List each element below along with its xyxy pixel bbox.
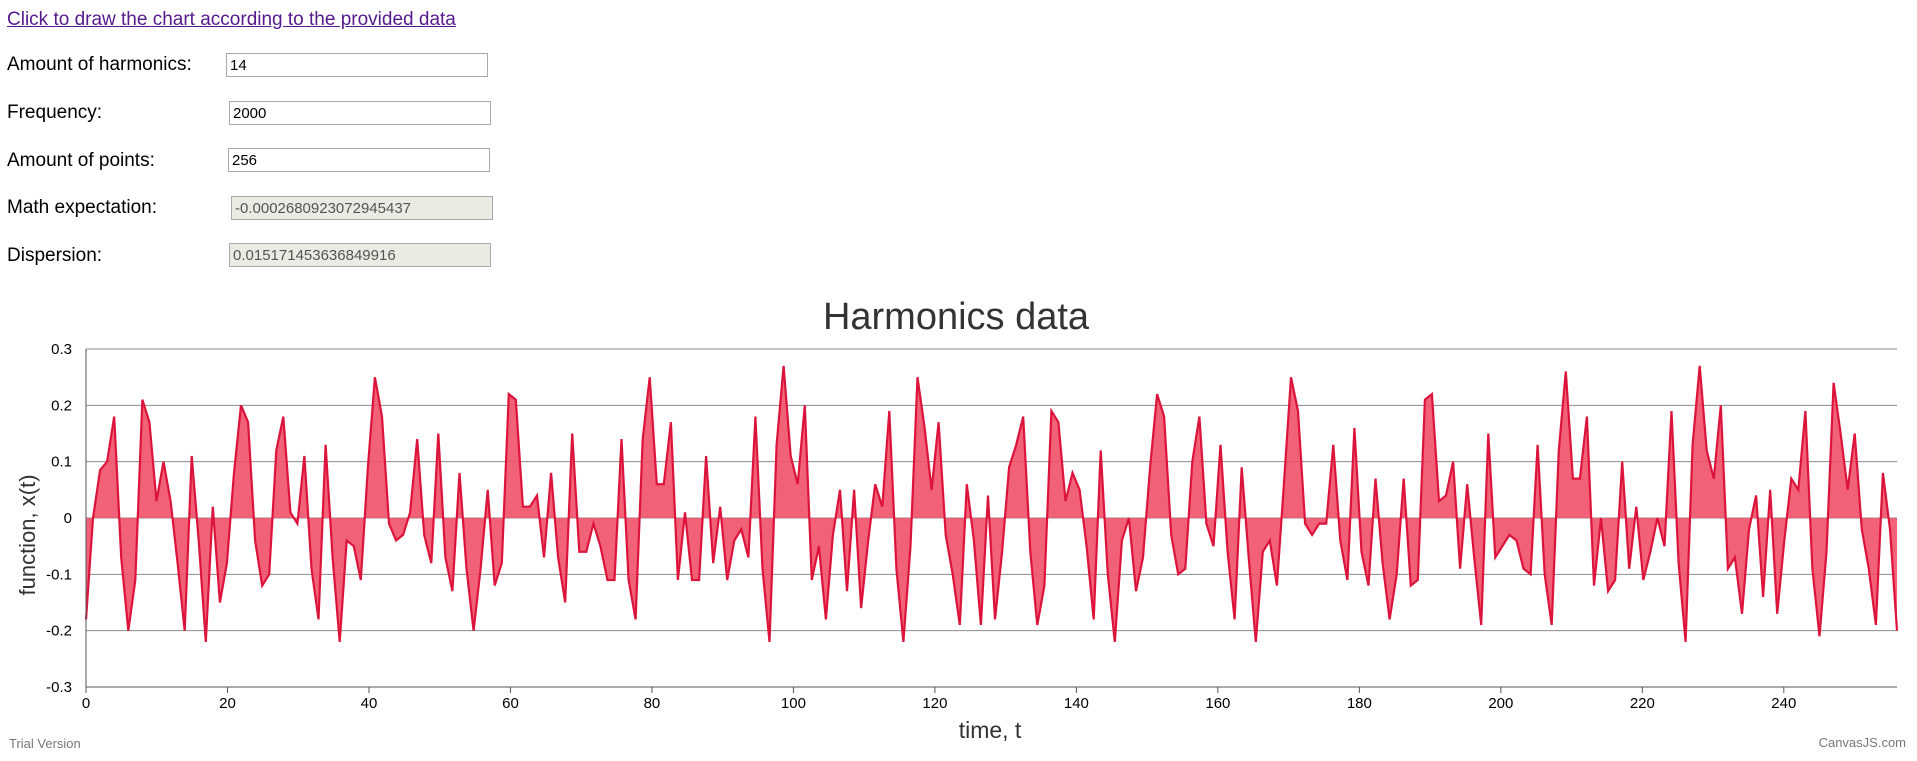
expectation-output [231, 196, 493, 220]
x-tick-label: 140 [1064, 695, 1089, 712]
dispersion-label: Dispersion: [7, 245, 103, 266]
x-tick-label: 180 [1347, 695, 1372, 712]
series-line [84, 365, 1899, 643]
harmonics-chart: Harmonics data function, x(t) time, t 0.… [15, 296, 1899, 743]
x-tick-label: 220 [1630, 695, 1655, 712]
area-layer [84, 365, 1899, 643]
frequency-label: Frequency: [7, 102, 103, 123]
x-tick-label: 100 [781, 695, 806, 712]
y-tick-label: 0.2 [51, 397, 72, 414]
dispersion-output [229, 243, 491, 267]
y-tick-label: 0.3 [51, 341, 72, 358]
x-tick-label: 0 [82, 695, 90, 712]
dispersion-row: Dispersion: [7, 243, 527, 271]
x-tick-label: 20 [219, 695, 236, 712]
x-axis-label: time, t [959, 717, 1022, 743]
y-tick-label: -0.3 [46, 679, 72, 696]
x-tick-label: 80 [644, 695, 661, 712]
axis-layer [85, 349, 1897, 693]
points-label: Amount of points: [7, 150, 155, 171]
harmonics-label: Amount of harmonics: [7, 54, 192, 75]
tick-layer: 0.3 0.2 0.1 0 -0.1 -0.2 -0.3 0 20 40 60 80 100 120 140… [46, 341, 1796, 712]
canvasjs-credit[interactable]: CanvasJS.com [1818, 735, 1906, 750]
x-tick-label: 200 [1488, 695, 1513, 712]
harmonics-input[interactable] [226, 53, 488, 77]
trial-version-label: Trial Version [9, 736, 81, 751]
y-axis-label: function, x(t) [15, 474, 40, 595]
y-tick-label: 0.1 [51, 454, 72, 471]
points-row: Amount of points: [7, 148, 527, 176]
expectation-label: Math expectation: [7, 197, 157, 218]
expectation-row: Math expectation: [7, 195, 527, 223]
y-tick-label: -0.2 [46, 623, 72, 640]
frequency-input[interactable] [229, 101, 491, 125]
x-tick-label: 160 [1205, 695, 1230, 712]
chart-title: Harmonics data [823, 296, 1090, 338]
x-tick-label: 120 [922, 695, 947, 712]
y-tick-label: 0 [64, 510, 72, 527]
x-tick-label: 60 [502, 695, 519, 712]
harmonics-row: Amount of harmonics: [7, 52, 527, 80]
x-tick-label: 40 [361, 695, 378, 712]
x-tick-label: 240 [1771, 695, 1796, 712]
frequency-row: Frequency: [7, 100, 527, 128]
draw-chart-link[interactable]: Click to draw the chart according to the… [7, 9, 456, 30]
y-tick-label: -0.1 [46, 566, 72, 583]
points-input[interactable] [228, 148, 490, 172]
